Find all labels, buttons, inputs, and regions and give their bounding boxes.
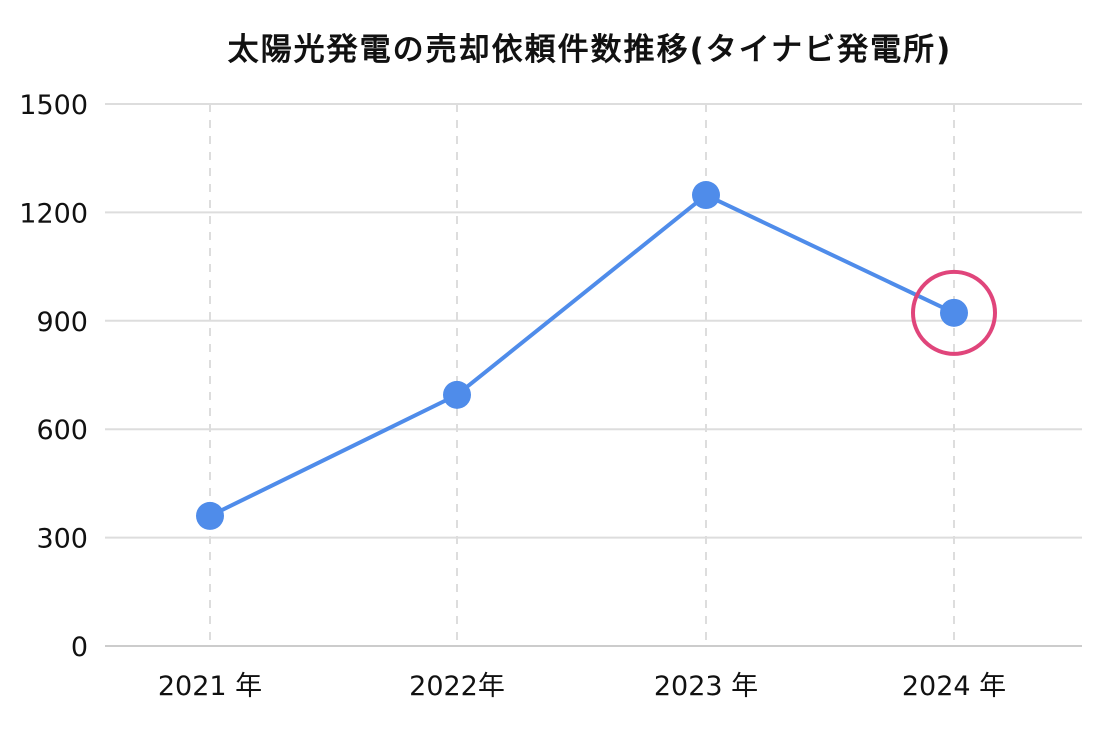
y-tick-label: 0	[71, 632, 88, 663]
chart-title: 太陽光発電の売却依頼件数推移(タイナビ発電所)	[227, 32, 953, 68]
highlight-ring	[911, 269, 997, 356]
data-point	[692, 181, 720, 210]
data-point	[196, 501, 224, 530]
data-point	[940, 298, 968, 327]
y-tick-label: 1200	[19, 198, 88, 229]
x-tick-label: 2021 年	[158, 671, 262, 702]
y-tick-label: 600	[36, 415, 88, 446]
y-tick-label: 900	[36, 307, 88, 338]
x-tick-label: 2024 年	[902, 671, 1006, 702]
series-line	[209, 193, 955, 518]
x-tick-label: 2022年	[409, 671, 505, 702]
y-tick-label: 300	[36, 524, 88, 555]
data-point	[443, 380, 471, 409]
y-tick-label: 1500	[19, 90, 88, 121]
x-tick-label: 2023 年	[654, 671, 758, 702]
